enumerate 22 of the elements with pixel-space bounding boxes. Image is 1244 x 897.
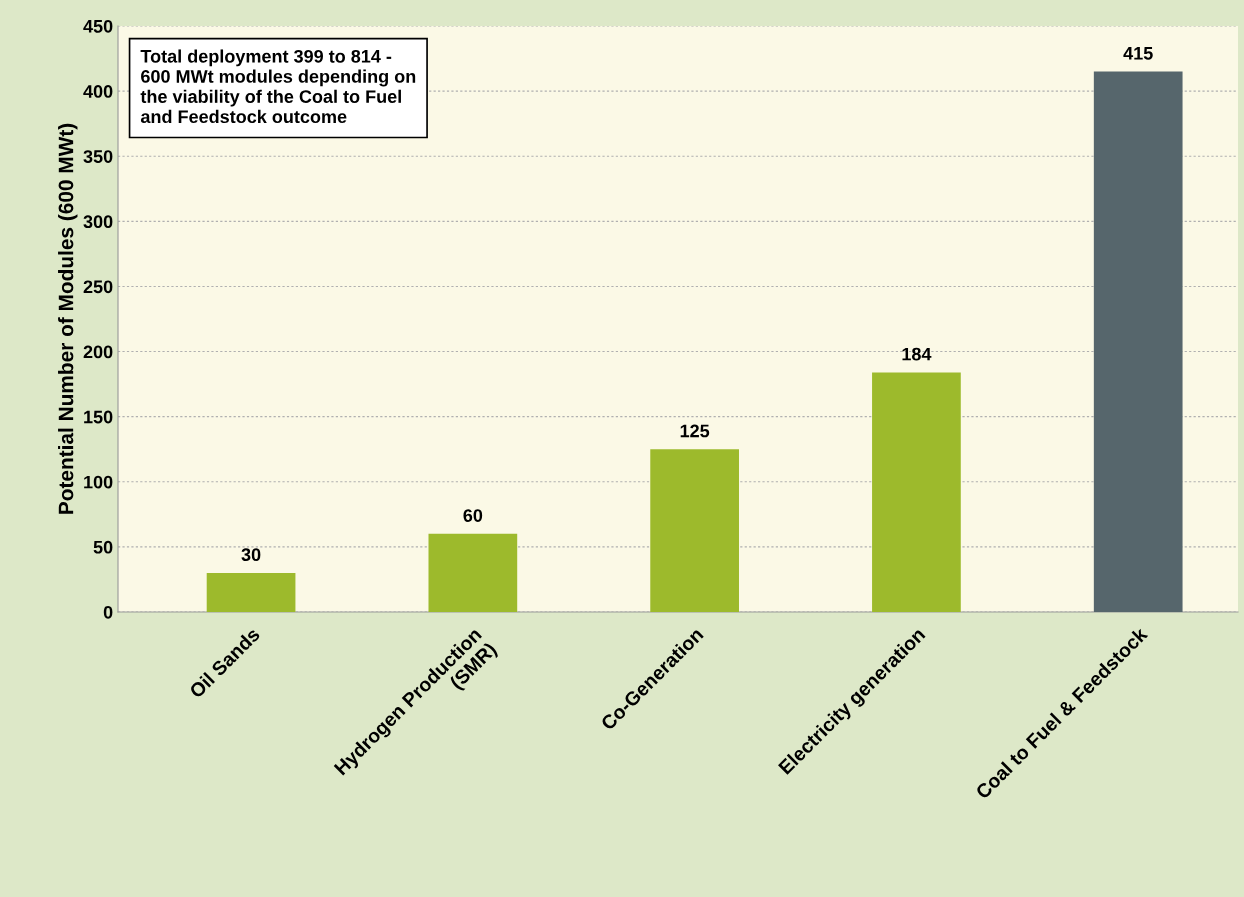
data-label: 60 — [463, 509, 483, 522]
annotation: Total deployment 399 to 814 - 600 MWt modules depending on the viability of the Coal to Fuel and Feedstock outcome — [140, 49, 416, 124]
data-label: 415 — [1123, 47, 1153, 60]
bar — [1093, 71, 1183, 612]
y-tick-label: 350 — [83, 150, 113, 163]
y-tick-label: 250 — [83, 280, 113, 294]
data-label: 184 — [902, 347, 932, 361]
bar — [206, 572, 296, 612]
data-label: 125 — [680, 424, 710, 438]
data-label: 30 — [241, 548, 261, 562]
y-tick-label: 450 — [83, 19, 113, 33]
y-tick-label: 100 — [84, 475, 113, 489]
y-tick-label: 200 — [83, 345, 113, 359]
bar — [650, 449, 739, 612]
y-axis-title: Potential Number of Modules (600 MWt) — [58, 123, 78, 514]
bar — [428, 533, 518, 612]
y-tick-label: 300 — [83, 215, 113, 229]
y-tick-label: 50 — [93, 540, 113, 554]
y-tick-label: 0 — [103, 605, 113, 619]
y-tick-label: 150 — [84, 410, 113, 424]
bar — [872, 372, 961, 612]
y-tick-label: 400 — [83, 85, 113, 98]
